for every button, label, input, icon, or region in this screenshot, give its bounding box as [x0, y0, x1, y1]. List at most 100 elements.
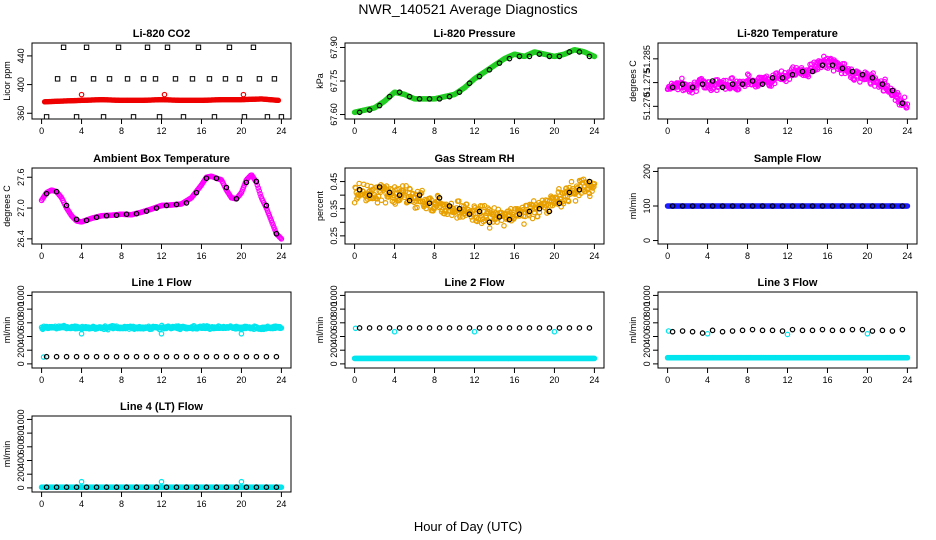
data-point [729, 203, 736, 209]
y-tick-label: 0 [642, 361, 652, 366]
data-point [100, 114, 107, 119]
data-point [829, 327, 836, 334]
data-point [889, 203, 896, 209]
data-point [278, 114, 285, 119]
y-tick-label: 800 [642, 302, 652, 317]
x-axis: 0 4 8 12 16 20 24 [39, 367, 286, 385]
data-point [223, 353, 230, 360]
data-point [70, 76, 77, 82]
data-point [526, 53, 533, 60]
data-point [153, 353, 160, 360]
data-point [407, 186, 413, 193]
data-point [203, 175, 210, 182]
data-point [193, 484, 200, 491]
y-tick-label: 440 [16, 48, 26, 63]
data-point [277, 235, 284, 241]
x-tick-label: 0 [352, 126, 357, 136]
y-tick-label: 1000 [329, 285, 339, 305]
data-point [904, 101, 911, 107]
data-point [456, 89, 463, 95]
data-point [240, 91, 247, 98]
data-point [839, 327, 846, 334]
data-point [586, 325, 593, 331]
data-point [275, 97, 282, 104]
data-point [278, 325, 285, 331]
data-point [143, 484, 150, 491]
data-point [556, 186, 562, 192]
data-point [809, 68, 816, 75]
data-point [243, 353, 250, 360]
data-point [446, 203, 453, 209]
data-point [562, 193, 569, 199]
x-tick-label: 0 [665, 251, 670, 261]
series-black [43, 44, 285, 119]
y-axis-label: ml/min [2, 441, 12, 468]
data-point [819, 62, 826, 68]
data-point [243, 484, 250, 491]
data-point [376, 102, 383, 109]
y-tick-label: 51.285 [642, 45, 652, 73]
y-tick-label: 400 [642, 329, 652, 344]
data-point [193, 353, 200, 360]
x-tick-label: 0 [39, 499, 44, 509]
data-point [779, 328, 786, 334]
data-point [819, 326, 826, 333]
y-tick-label: 67.60 [329, 103, 339, 126]
x-tick-label: 20 [236, 375, 246, 385]
x-tick-label: 0 [39, 251, 44, 261]
data-point [153, 484, 160, 491]
data-point [73, 353, 80, 360]
data-point [859, 71, 866, 78]
data-point [719, 203, 726, 209]
data-point [709, 78, 716, 84]
data-point [366, 107, 373, 113]
data-point [516, 325, 523, 331]
data-point [143, 208, 150, 214]
y-tick-label: 0.35 [329, 200, 339, 218]
data-point [143, 353, 150, 360]
y-tick-label: 100 [642, 198, 652, 213]
x-tick-label: 16 [196, 251, 206, 261]
data-point [203, 484, 210, 491]
data-point [206, 76, 213, 82]
series-black [43, 175, 280, 237]
plot-marks [351, 47, 598, 116]
plot-marks [664, 326, 911, 361]
data-point [486, 219, 493, 226]
data-point [789, 203, 796, 209]
data-point [366, 192, 373, 198]
data-point [456, 325, 463, 331]
data-point [213, 175, 220, 182]
data-point [255, 185, 262, 191]
data-point [53, 484, 60, 491]
data-point [486, 325, 493, 331]
y-axis-label: Licor ppm [2, 61, 12, 101]
data-point [739, 327, 746, 334]
data-point [253, 484, 260, 491]
data-point [414, 204, 420, 211]
data-point [256, 76, 263, 82]
data-point [679, 328, 686, 334]
series-red [41, 96, 282, 105]
panel-li820-co2: Li-820 CO2 0 4 8 12 16 20 24 360 400 440 Licor ppm [2, 28, 292, 136]
data-point [43, 114, 50, 119]
data-point [386, 325, 393, 331]
data-point [63, 353, 70, 360]
x-tick-label: 24 [276, 499, 286, 509]
data-point [744, 71, 751, 77]
data-point [172, 76, 179, 82]
data-point [572, 198, 579, 204]
data-point [851, 76, 858, 82]
data-point [189, 76, 196, 82]
x-tick-label: 20 [236, 126, 246, 136]
data-point [591, 355, 598, 362]
data-point [113, 212, 120, 219]
series-black [43, 484, 280, 491]
y-tick-label: 67.90 [329, 36, 339, 59]
data-point [456, 205, 463, 212]
x-tick-label: 16 [196, 375, 206, 385]
data-point [396, 89, 403, 95]
data-point [374, 199, 381, 206]
